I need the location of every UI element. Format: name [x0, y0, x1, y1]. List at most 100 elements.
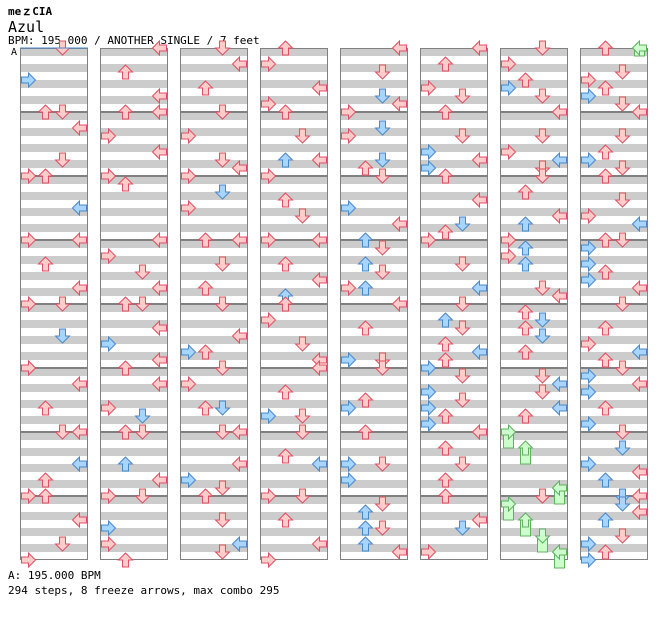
measure-box	[260, 176, 328, 240]
stripe	[260, 176, 328, 184]
stripe	[260, 320, 328, 328]
stripe	[260, 336, 328, 344]
measure-box	[20, 304, 88, 368]
stripe	[420, 192, 488, 200]
stripe	[20, 528, 88, 536]
measure-box	[100, 368, 168, 432]
stripe	[580, 256, 648, 264]
stripe	[260, 464, 328, 472]
stripe	[500, 320, 568, 328]
stripe	[20, 384, 88, 392]
stripe	[420, 352, 488, 360]
stripe	[180, 272, 248, 280]
stripe	[500, 176, 568, 184]
measure-box	[420, 48, 488, 112]
stripe	[340, 416, 408, 424]
stripe	[100, 464, 168, 472]
stripe	[340, 368, 408, 376]
stripe	[20, 256, 88, 264]
stripe	[340, 240, 408, 248]
measure-box	[500, 304, 568, 368]
stripe	[340, 400, 408, 408]
stripe	[20, 48, 88, 56]
stripe	[100, 512, 168, 520]
measure-box	[500, 432, 568, 496]
stripe	[340, 304, 408, 312]
stripe	[420, 240, 488, 248]
stripe	[20, 416, 88, 424]
stripe	[180, 288, 248, 296]
stripe	[580, 432, 648, 440]
stripe	[500, 48, 568, 56]
stripe	[580, 288, 648, 296]
stripe	[420, 528, 488, 536]
stripe	[420, 256, 488, 264]
stripe	[180, 176, 248, 184]
stripe	[580, 224, 648, 232]
measure-box	[420, 368, 488, 432]
stripe	[580, 176, 648, 184]
measure-box	[500, 176, 568, 240]
stripe	[20, 368, 88, 376]
measure-box	[20, 496, 88, 560]
stripe	[260, 144, 328, 152]
measure-box	[180, 112, 248, 176]
stripe	[20, 432, 88, 440]
stripe	[580, 416, 648, 424]
stripe	[500, 64, 568, 72]
measure-box	[500, 240, 568, 304]
stripe	[180, 432, 248, 440]
stripe	[180, 528, 248, 536]
stripe	[500, 192, 568, 200]
stripe	[340, 144, 408, 152]
stripe	[100, 112, 168, 120]
stripe	[260, 256, 328, 264]
stripe	[500, 112, 568, 120]
stripe	[180, 192, 248, 200]
measure-box	[580, 112, 648, 176]
measure-grid	[20, 48, 648, 560]
chart-stats: 294 steps, 8 freeze arrows, max combo 29…	[8, 584, 280, 597]
stripe	[100, 352, 168, 360]
stripe	[500, 400, 568, 408]
stripe	[420, 288, 488, 296]
stripe	[340, 224, 408, 232]
stripe	[180, 48, 248, 56]
measure-box	[420, 176, 488, 240]
measure-box	[580, 304, 648, 368]
stripe	[500, 80, 568, 88]
stripe	[180, 336, 248, 344]
stripe	[420, 400, 488, 408]
measure-box	[340, 240, 408, 304]
stripe	[180, 320, 248, 328]
stripe	[580, 480, 648, 488]
stripe	[500, 352, 568, 360]
bpm-marker-label: A	[11, 47, 18, 58]
stripe	[340, 192, 408, 200]
stripe	[180, 384, 248, 392]
stripe	[580, 544, 648, 552]
stripe	[420, 48, 488, 56]
stripe	[20, 448, 88, 456]
stripe	[580, 528, 648, 536]
stripe	[340, 464, 408, 472]
stripe	[580, 448, 648, 456]
stripe	[420, 64, 488, 72]
measure-box	[500, 368, 568, 432]
measure-box	[260, 496, 328, 560]
stripe	[180, 304, 248, 312]
measure-box	[180, 48, 248, 112]
stripe	[100, 224, 168, 232]
stripe	[580, 272, 648, 280]
stripe	[180, 544, 248, 552]
stripe	[260, 480, 328, 488]
stripe	[100, 240, 168, 248]
stripe	[580, 64, 648, 72]
stripe	[500, 208, 568, 216]
stripe	[500, 512, 568, 520]
stripe	[100, 448, 168, 456]
measure-box	[340, 112, 408, 176]
stripe	[100, 48, 168, 56]
stripe	[20, 272, 88, 280]
bpm-summary: A: 195.000 BPM	[8, 569, 101, 582]
